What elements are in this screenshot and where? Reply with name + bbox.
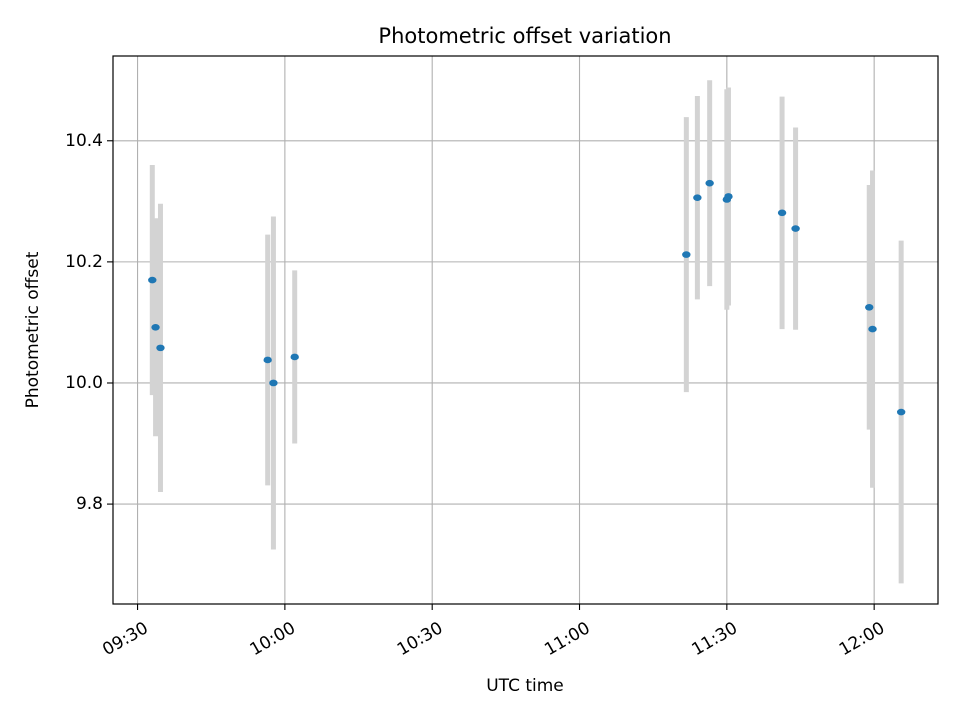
grid-layer	[113, 56, 938, 604]
x-tick-label: 11:30	[689, 618, 741, 660]
data-point	[724, 193, 733, 200]
data-point	[269, 379, 278, 387]
x-tick-label: 09:30	[99, 618, 151, 660]
data-point	[290, 353, 299, 361]
x-tick-label: 11:00	[541, 618, 593, 660]
chart-title: Photometric offset variation	[378, 24, 671, 48]
y-tick-label: 9.8	[76, 494, 103, 514]
x-tick-label: 12:00	[836, 618, 888, 660]
y-tick-label: 10.2	[65, 252, 103, 272]
plot-frame	[112, 55, 939, 605]
point-layer	[148, 179, 906, 416]
data-point	[151, 323, 160, 331]
data-point	[868, 325, 877, 333]
data-point	[705, 179, 714, 187]
data-point	[865, 303, 874, 311]
data-point	[148, 276, 157, 284]
errorbar-layer	[149, 80, 904, 584]
data-point	[791, 225, 800, 232]
data-point	[156, 344, 165, 352]
x-tick-label: 10:30	[394, 618, 446, 660]
y-axis-label: Photometric offset	[23, 251, 43, 408]
x-tick-label: 10:00	[247, 618, 299, 660]
x-axis-label: UTC time	[486, 676, 564, 696]
tick-layer: 09:30 10:00 10:30 11:00 11:30 12:00 9.8 10.0 10.…	[65, 131, 888, 660]
data-point	[682, 251, 691, 258]
y-tick-label: 10.4	[65, 131, 103, 151]
data-point	[896, 408, 906, 416]
y-tick-label: 10.0	[65, 373, 103, 393]
data-point	[777, 209, 787, 217]
data-point	[263, 356, 272, 364]
data-point	[693, 194, 702, 201]
